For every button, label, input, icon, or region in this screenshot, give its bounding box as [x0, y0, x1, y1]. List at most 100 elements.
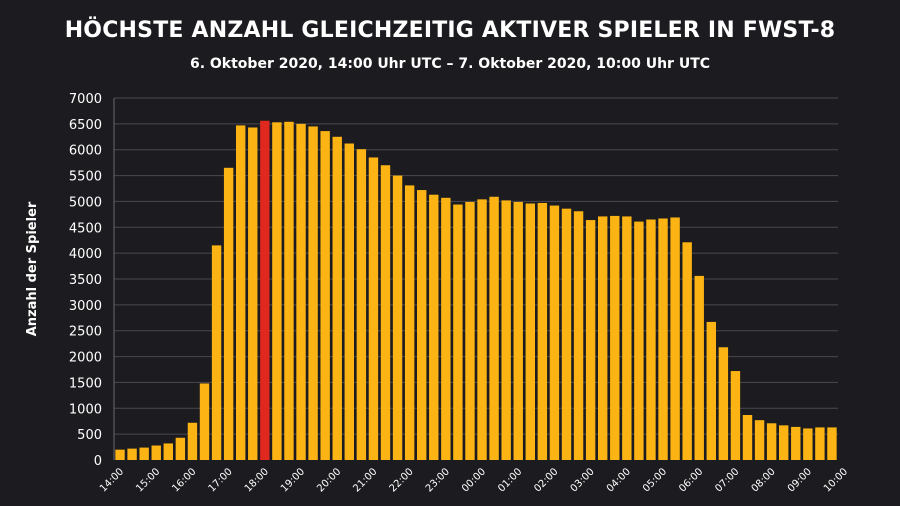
- bar: [163, 443, 173, 460]
- y-tick-label: 6500: [69, 118, 102, 133]
- bar: [718, 347, 729, 460]
- y-axis-ticks: 0 500 1000 1500 2000 2500 3000 3500 4000 4500 5000…: [69, 92, 102, 469]
- y-axis-label: Anzahl der Spieler: [25, 201, 40, 336]
- bar: [308, 126, 318, 460]
- bar: [597, 216, 608, 460]
- x-tick-label: 05:00: [641, 466, 669, 494]
- bar: [549, 205, 560, 460]
- chart-title: HÖCHSTE ANZAHL GLEICHZEITIG AKTIVER SPIE…: [64, 18, 836, 43]
- bar: [682, 242, 692, 460]
- y-tick-label: 6000: [69, 144, 102, 159]
- bars: [115, 120, 837, 461]
- x-tick-label: 03:00: [569, 466, 597, 494]
- x-tick-label: 22:00: [388, 466, 416, 494]
- bar: [404, 185, 415, 460]
- bar: [187, 422, 198, 460]
- x-tick-label: 17:00: [207, 466, 235, 494]
- bar: [416, 190, 427, 461]
- y-tick-label: 500: [77, 428, 102, 443]
- bar: [706, 321, 716, 460]
- bar: [766, 423, 777, 460]
- y-tick-label: 2000: [69, 351, 102, 366]
- bar: [356, 149, 367, 460]
- y-tick-label: 5500: [69, 170, 102, 185]
- bar: [525, 203, 535, 460]
- bar: [260, 120, 270, 460]
- bar: [223, 167, 234, 460]
- bar: [151, 445, 161, 460]
- bar: [115, 449, 125, 460]
- bar: [585, 220, 596, 460]
- grid-lines: [114, 97, 838, 435]
- bar: [429, 194, 439, 460]
- bar: [610, 215, 620, 460]
- bar: [272, 122, 282, 460]
- y-tick-label: 4000: [69, 247, 102, 262]
- x-tick-label: 02:00: [532, 466, 560, 494]
- bar: [815, 427, 825, 460]
- y-tick-label: 4500: [69, 221, 102, 236]
- bar: [622, 216, 632, 460]
- bar: [670, 217, 680, 460]
- x-tick-label: 16:00: [170, 466, 198, 494]
- x-tick-label: 14:00: [98, 466, 126, 494]
- bar: [537, 202, 548, 461]
- bar: [211, 245, 222, 460]
- x-tick-label: 19:00: [279, 466, 307, 494]
- bar: [658, 218, 668, 460]
- bar: [453, 204, 463, 460]
- bar: [127, 448, 137, 460]
- bar: [380, 165, 391, 461]
- x-tick-label: 04:00: [605, 466, 633, 494]
- x-tick-label: 23:00: [424, 466, 452, 494]
- x-tick-label: 01:00: [496, 466, 524, 494]
- x-axis-ticks: 14:00 15:00 16:00 17:00 18:00 19:00 20:00 21:00…: [98, 466, 850, 494]
- bar: [320, 131, 330, 460]
- bar: [296, 123, 306, 461]
- bar: [392, 175, 403, 460]
- y-tick-label: 5000: [69, 195, 102, 210]
- bar: [513, 201, 523, 460]
- bar: [235, 125, 246, 460]
- bar: [175, 437, 186, 460]
- bar: [778, 425, 789, 460]
- x-tick-label: 07:00: [713, 466, 741, 494]
- bar: [501, 200, 511, 460]
- bar: [646, 219, 656, 460]
- bar: [284, 121, 294, 460]
- x-tick-label: 00:00: [460, 466, 488, 494]
- bar: [730, 371, 741, 460]
- bar: [694, 275, 704, 460]
- x-tick-label: 06:00: [677, 466, 705, 494]
- y-tick-label: 1500: [69, 376, 102, 391]
- x-tick-label: 18:00: [243, 466, 271, 494]
- y-tick-label: 3500: [69, 273, 102, 288]
- bar: [139, 447, 149, 460]
- bar: [199, 383, 210, 460]
- y-tick-label: 7000: [69, 92, 102, 107]
- bar: [573, 211, 584, 460]
- bar: [634, 221, 644, 460]
- x-tick-label: 09:00: [786, 466, 814, 494]
- y-tick-label: 2500: [69, 325, 102, 340]
- bar: [742, 415, 753, 460]
- x-tick-label: 15:00: [134, 466, 162, 494]
- x-tick-label: 10:00: [822, 466, 850, 494]
- bar: [827, 427, 837, 460]
- x-tick-label: 08:00: [750, 466, 778, 494]
- bar: [477, 199, 487, 461]
- x-tick-label: 21:00: [351, 466, 379, 494]
- bar: [561, 208, 572, 460]
- bar: [441, 197, 451, 460]
- bar: [332, 136, 342, 461]
- y-tick-label: 3000: [69, 299, 102, 314]
- y-tick-label: 0: [94, 454, 102, 469]
- y-tick-label: 1000: [69, 402, 102, 417]
- bar: [754, 420, 765, 460]
- bar: [368, 157, 379, 460]
- bar: [791, 426, 801, 460]
- bar: [248, 127, 258, 460]
- bar: [344, 143, 354, 460]
- bar: [465, 201, 475, 460]
